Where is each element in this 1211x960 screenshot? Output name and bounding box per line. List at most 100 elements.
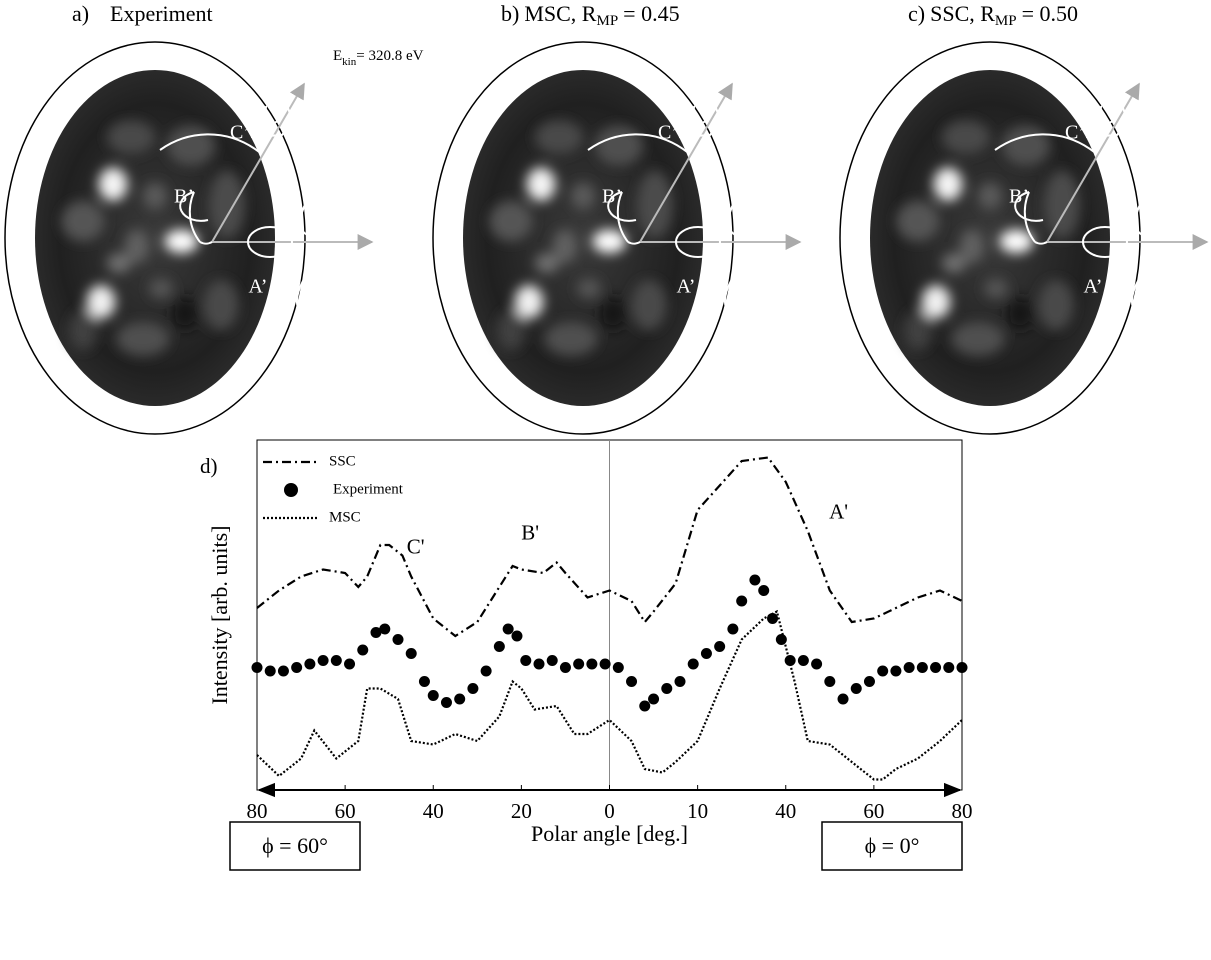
- x-tick-label: 0: [604, 799, 615, 823]
- data-point: [639, 701, 650, 712]
- panel-label: a): [72, 1, 89, 26]
- data-point: [357, 645, 368, 656]
- pattern-spot: [489, 201, 532, 241]
- pattern-label: D’: [334, 212, 355, 234]
- pattern-spot: [631, 280, 667, 330]
- data-point: [675, 676, 686, 687]
- pattern-spot: [595, 125, 643, 165]
- pattern-disc: [35, 70, 275, 406]
- legend-label: Experiment: [333, 481, 404, 497]
- data-point: [943, 662, 954, 673]
- pattern-spot: [69, 310, 98, 350]
- annotation: B': [521, 520, 539, 544]
- data-point: [573, 659, 584, 670]
- data-point: [864, 676, 875, 687]
- data-point: [736, 596, 747, 607]
- panel-label: d): [200, 454, 218, 478]
- annotation: A': [829, 499, 848, 523]
- data-point: [467, 683, 478, 694]
- x-tick-label: 40: [775, 799, 796, 823]
- data-point: [749, 575, 760, 586]
- legend-label: SSC: [329, 453, 356, 469]
- pattern-label: E’: [1178, 282, 1197, 304]
- data-point: [758, 585, 769, 596]
- pattern-panel: A’B’C’D’E’c)SSC, RMP= 0.50: [840, 1, 1207, 434]
- pattern-spot: [637, 171, 673, 238]
- pattern-spot: [952, 322, 1005, 356]
- pattern-spot: [1044, 171, 1080, 238]
- panel-title-main: SSC, R: [930, 1, 995, 26]
- pattern-spot: [1002, 125, 1050, 165]
- data-point: [626, 676, 637, 687]
- pattern-spot: [61, 201, 104, 241]
- data-point: [428, 690, 439, 701]
- x-tick-label: 10: [687, 799, 708, 823]
- pattern-label: B’: [174, 186, 194, 208]
- pattern-spot: [99, 167, 128, 201]
- x-tick-label: 80: [952, 799, 973, 823]
- data-point: [265, 666, 276, 677]
- pattern-spot: [535, 120, 583, 154]
- panel-title-rest: = 0.50: [1022, 1, 1078, 26]
- data-point: [957, 662, 968, 673]
- pattern-label: C’: [658, 122, 678, 144]
- data-point: [379, 624, 390, 635]
- figure: A’B’C’D’E’a)ExperimentA’B’C’D’E’b)MSC, R…: [0, 0, 1211, 960]
- data-point: [688, 659, 699, 670]
- energy-sub: kin: [342, 56, 357, 68]
- pattern-disc: [870, 70, 1110, 406]
- data-point: [252, 662, 263, 673]
- energy-label: Ekin= 320.8 eV: [333, 48, 424, 67]
- panel-title-sub: MP: [596, 13, 618, 29]
- data-point: [344, 659, 355, 670]
- pattern-spot: [167, 125, 215, 165]
- data-point: [586, 659, 597, 670]
- data-point: [877, 666, 888, 677]
- pattern-spot: [165, 230, 199, 254]
- pattern-spot: [107, 253, 131, 273]
- pattern-spot: [209, 171, 245, 238]
- annotation: C': [407, 534, 425, 558]
- panel-label: c): [908, 1, 925, 26]
- pattern-label: E’: [343, 282, 362, 304]
- data-point: [419, 676, 430, 687]
- pattern-panel: A’B’C’D’E’b)MSC, RMP= 0.45: [433, 1, 800, 434]
- pattern-label: A’: [677, 276, 696, 298]
- pattern-spot: [143, 183, 167, 210]
- pattern-label: B’: [1009, 186, 1029, 208]
- legend-marker: [284, 483, 298, 497]
- phi-label: ϕ = 0°: [865, 833, 920, 858]
- x-tick-label: 60: [335, 799, 356, 823]
- panel-title: b)MSC, RMP= 0.45: [501, 1, 680, 29]
- data-point: [494, 641, 505, 652]
- data-point: [661, 683, 672, 694]
- pattern-label: D’: [1169, 212, 1190, 234]
- pattern-spot: [203, 280, 239, 330]
- pattern-spot: [904, 310, 933, 350]
- data-point: [406, 648, 417, 659]
- pattern-spot: [984, 278, 1008, 298]
- x-tick-label: 20: [511, 799, 532, 823]
- pattern-spot: [149, 278, 173, 298]
- pattern-panel: A’B’C’D’E’a)Experiment: [5, 1, 372, 434]
- data-point: [701, 648, 712, 659]
- pattern-spot: [1000, 230, 1034, 254]
- x-axis-label: Polar angle [deg.]: [531, 821, 688, 846]
- pattern-spot: [497, 310, 526, 350]
- pattern-spot: [171, 297, 200, 331]
- data-point: [824, 676, 835, 687]
- energy-symbol: E: [333, 48, 342, 64]
- data-point: [481, 666, 492, 677]
- pattern-spot: [1006, 297, 1035, 331]
- pattern-spot: [1038, 280, 1074, 330]
- data-point: [648, 694, 659, 705]
- data-point: [798, 655, 809, 666]
- data-point: [600, 659, 611, 670]
- pattern-label: B’: [602, 186, 622, 208]
- pattern-spot: [535, 253, 559, 273]
- panel-title-rest: = 0.45: [623, 1, 679, 26]
- energy-rest: = 320.8 eV: [356, 48, 423, 64]
- panel-title: c)SSC, RMP= 0.50: [908, 1, 1078, 29]
- pattern-label: D’: [762, 212, 783, 234]
